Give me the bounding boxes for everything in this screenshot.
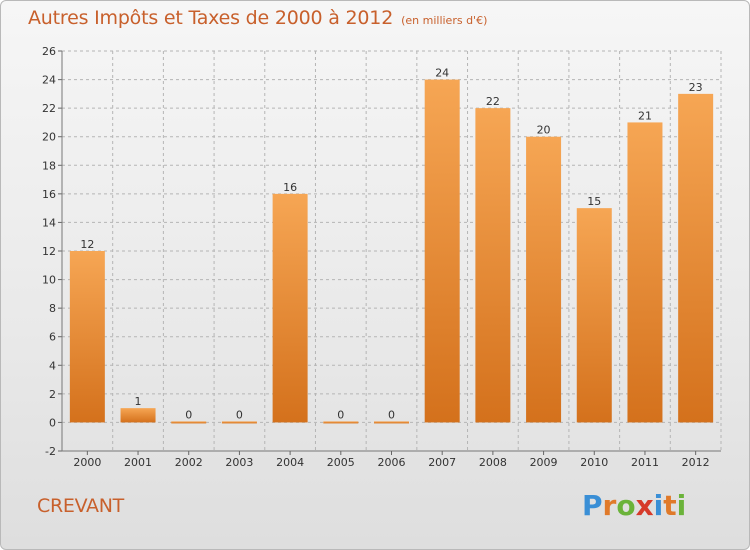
x-tick-label: 2000: [73, 456, 101, 469]
x-tick-label: 2003: [225, 456, 253, 469]
data-label-2003: 0: [236, 408, 243, 421]
y-tick-label: 16: [42, 188, 56, 201]
logo-letter: i: [676, 489, 687, 522]
x-tick-label: 2011: [631, 456, 659, 469]
y-tick-label: -2: [45, 445, 56, 458]
bar-2010[interactable]: [576, 208, 612, 423]
logo-letter: o: [616, 489, 636, 522]
data-label-2007: 24: [435, 67, 449, 80]
bar-2007[interactable]: [424, 79, 460, 423]
x-tick-label: 2006: [378, 456, 406, 469]
x-tick-label: 2004: [276, 456, 304, 469]
commune-name: CREVANT: [37, 495, 124, 517]
y-tick-label: 26: [42, 45, 56, 58]
x-tick-label: 2002: [175, 456, 203, 469]
proxiti-logo[interactable]: Proxiti: [582, 489, 686, 522]
x-tick-label: 2008: [479, 456, 507, 469]
x-tick-label: 2012: [682, 456, 710, 469]
data-label-2008: 22: [486, 95, 500, 108]
data-label-2005: 0: [337, 408, 344, 421]
bar-2006[interactable]: [374, 421, 409, 424]
logo-letter: x: [635, 489, 654, 522]
chart-title: Autres Impôts et Taxes de 2000 à 2012 (en…: [28, 7, 487, 29]
bar-2012[interactable]: [678, 93, 714, 423]
data-label-2011: 21: [638, 109, 652, 122]
y-tick-label: 20: [42, 131, 56, 144]
bar-2001[interactable]: [120, 408, 156, 423]
bar-2003[interactable]: [221, 421, 257, 424]
logo-letter: i: [653, 489, 664, 522]
y-tick-label: 0: [49, 416, 56, 429]
bar-2008[interactable]: [475, 108, 511, 423]
x-tick-label: 2009: [530, 456, 558, 469]
y-tick-label: 8: [49, 302, 56, 315]
bar-2004[interactable]: [272, 193, 308, 423]
x-tick-label: 2007: [428, 456, 456, 469]
title-main: Autres Impôts et Taxes de 2000 à 2012: [28, 7, 394, 29]
y-tick-label: 18: [42, 159, 56, 172]
bar-2000[interactable]: [69, 251, 105, 423]
data-label-2012: 23: [689, 81, 703, 94]
logo-letter: r: [602, 489, 617, 522]
data-label-2000: 12: [80, 238, 94, 251]
data-label-2010: 15: [587, 195, 601, 208]
bar-2011[interactable]: [627, 122, 663, 423]
bar-2005[interactable]: [323, 421, 359, 424]
title-unit: (en milliers d'€): [401, 14, 488, 27]
y-tick-label: 12: [42, 245, 56, 258]
bar-2009[interactable]: [526, 136, 562, 423]
bar-2002[interactable]: [171, 421, 207, 424]
y-tick-label: 2: [49, 388, 56, 401]
data-label-2004: 16: [283, 181, 297, 194]
data-label-2002: 0: [185, 408, 192, 421]
data-label-2009: 20: [537, 124, 551, 137]
logo-letter: t: [663, 489, 677, 522]
x-tick-label: 2005: [327, 456, 355, 469]
data-label-2001: 1: [135, 395, 142, 408]
y-tick-label: 4: [49, 359, 56, 372]
y-tick-label: 14: [42, 216, 56, 229]
y-tick-label: 24: [42, 74, 56, 87]
y-tick-label: 6: [49, 331, 56, 344]
y-tick-label: 10: [42, 274, 56, 287]
logo-letter: P: [582, 489, 603, 522]
x-tick-label: 2001: [124, 456, 152, 469]
y-tick-label: 22: [42, 102, 56, 115]
data-label-2006: 0: [388, 408, 395, 421]
x-tick-label: 2010: [580, 456, 608, 469]
